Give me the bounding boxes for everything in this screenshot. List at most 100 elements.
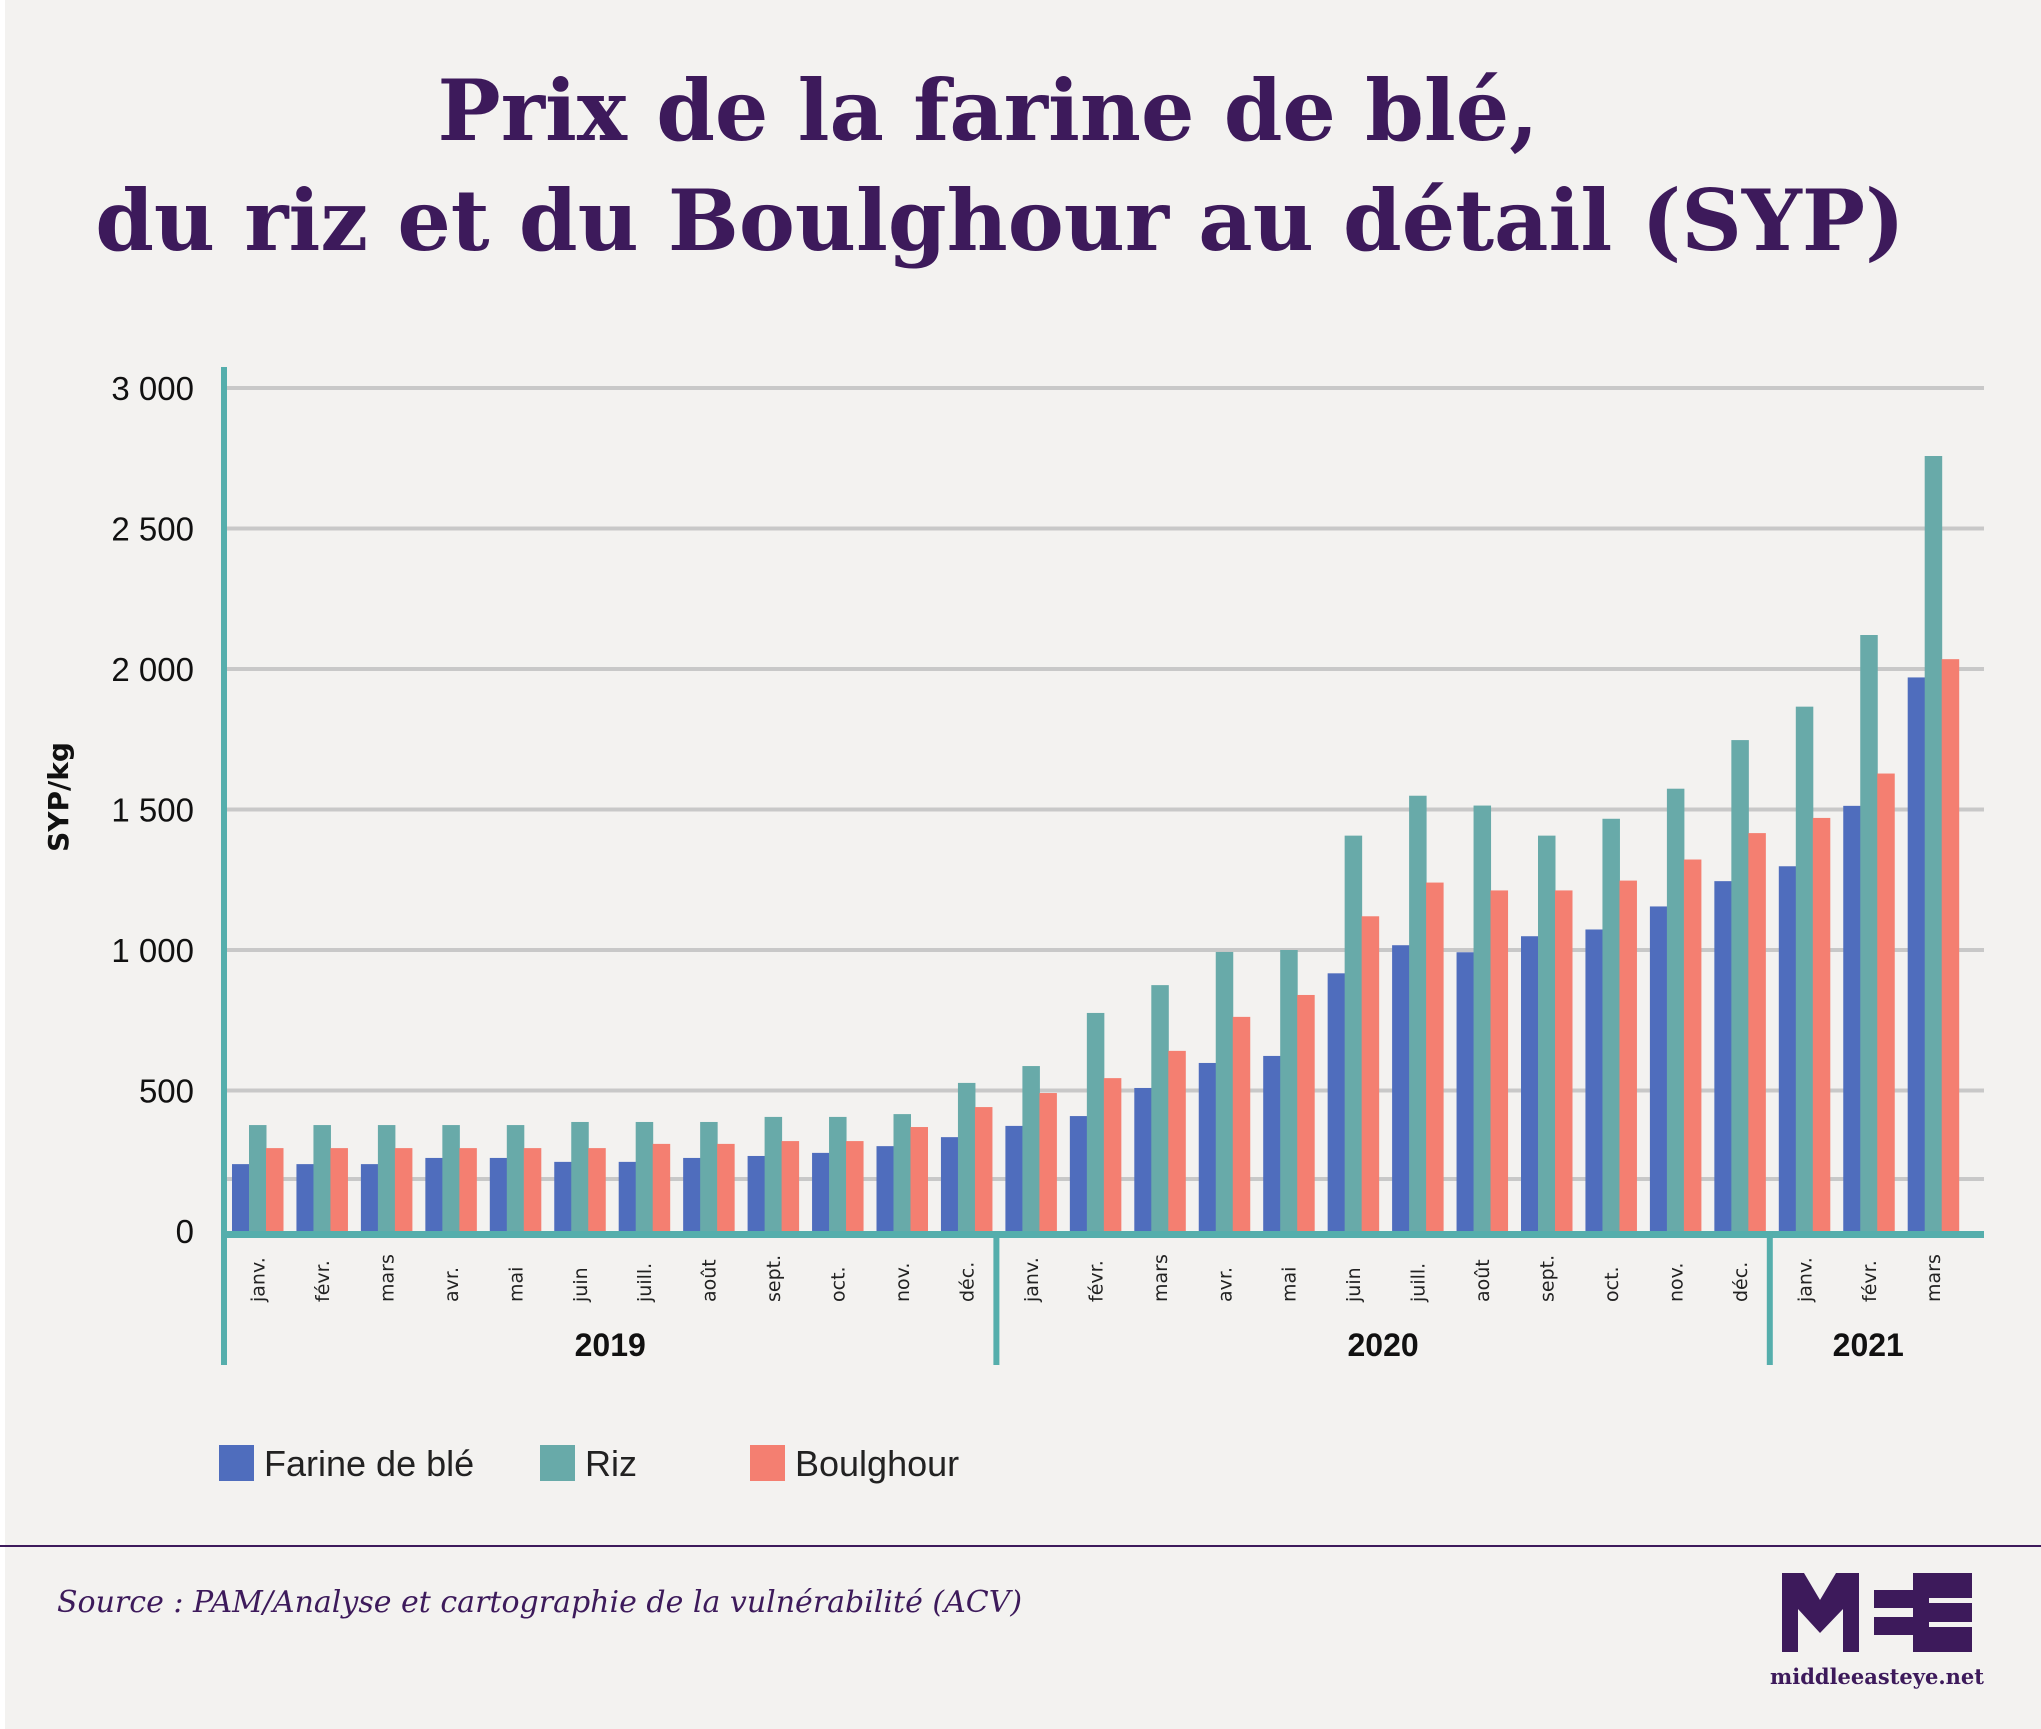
x-tick-label: juin: [570, 1267, 592, 1303]
x-tick-label: juin: [1343, 1267, 1365, 1303]
gridline: [227, 667, 1984, 671]
bar-riz: [1924, 456, 1943, 1231]
bar-riz: [1473, 805, 1492, 1231]
legend-label: Boulghour: [795, 1443, 959, 1484]
year-separator: [993, 1231, 1000, 1365]
bar-riz: [1409, 795, 1427, 1231]
bar-farine: [554, 1161, 572, 1231]
legend-swatch-boulghour: [750, 1445, 785, 1481]
bar-boulghour: [1941, 659, 1960, 1231]
year-label: 2021: [1833, 1327, 1904, 1363]
bar-farine: [1327, 973, 1346, 1231]
bar-riz: [1086, 1012, 1105, 1231]
bar-farine: [747, 1155, 766, 1231]
bar-riz: [1280, 950, 1298, 1231]
bar-farine: [1069, 1116, 1088, 1231]
bar-riz: [442, 1125, 460, 1231]
bar-group: [618, 1121, 671, 1231]
axes: [221, 367, 1984, 1365]
footer-divider: [0, 1545, 2041, 1547]
bar-boulghour: [459, 1148, 477, 1231]
bar-group: [683, 1121, 735, 1231]
x-tick-label: mars: [1150, 1254, 1172, 1302]
bar-riz: [957, 1082, 976, 1231]
bar-boulghour: [1103, 1078, 1122, 1231]
bar-group: [1392, 795, 1444, 1231]
x-tick-label: août: [1472, 1259, 1494, 1302]
y-tick-label: 1 500: [111, 792, 194, 829]
legend-item: Riz: [540, 1443, 637, 1484]
bar-riz: [1215, 951, 1234, 1231]
bar-group: [1456, 805, 1509, 1231]
y-axis-label: SYP/kg: [42, 742, 75, 852]
mee-logo[interactable]: middleeasteye.net: [1770, 1573, 1984, 1689]
bar-riz: [829, 1116, 847, 1231]
bar-boulghour: [1812, 817, 1831, 1231]
legend-label: Farine de blé: [264, 1443, 474, 1484]
bar-boulghour: [588, 1148, 606, 1231]
bar-farine: [1585, 929, 1603, 1231]
bar-farine: [940, 1137, 959, 1231]
bar-riz: [1022, 1066, 1040, 1231]
x-tick-label: mai: [505, 1267, 527, 1302]
x-tick-label: sept.: [1537, 1255, 1559, 1302]
bar-group: [812, 1116, 864, 1231]
y-tick-label: 2 500: [111, 511, 194, 548]
bar-boulghour: [974, 1107, 993, 1231]
logo-e-glyph: [1874, 1573, 1972, 1652]
bar-riz: [893, 1114, 911, 1231]
bar-group: [1521, 835, 1573, 1231]
bar-group: [1005, 1066, 1057, 1231]
bar-group: [747, 1116, 800, 1231]
bar-boulghour: [1426, 882, 1444, 1231]
x-tick-label: janv.: [1021, 1257, 1043, 1303]
bar-riz: [1344, 835, 1363, 1231]
legend-label: Riz: [585, 1443, 637, 1484]
bar-group: [1907, 456, 1960, 1231]
bar-boulghour: [266, 1148, 284, 1231]
year-label: 2019: [575, 1327, 646, 1363]
bar-farine: [1714, 881, 1732, 1231]
bar-farine: [1649, 906, 1668, 1231]
bar-boulghour: [330, 1148, 348, 1231]
y-tick-labels: 0 500 1 000 1 500 2 000 2 500 3 000: [111, 370, 194, 1250]
bar-group: [296, 1125, 348, 1231]
x-tick-label: avr.: [1214, 1267, 1236, 1302]
bars: [232, 456, 1960, 1231]
bar-farine: [876, 1146, 894, 1231]
bar-farine: [1134, 1087, 1152, 1231]
bar-group: [1134, 985, 1186, 1231]
bar-group: [554, 1121, 606, 1231]
bar-boulghour: [1490, 890, 1509, 1231]
gridline: [227, 807, 1984, 812]
x-tick-label: déc.: [956, 1262, 978, 1302]
bar-boulghour: [717, 1143, 735, 1231]
legend: Farine de blé Riz Boulghour: [219, 1443, 959, 1484]
chart-title-line-1: Prix de la farine de blé,: [438, 61, 1539, 160]
bar-farine: [296, 1164, 314, 1231]
bar-farine: [1198, 1062, 1217, 1231]
bar-group: [360, 1125, 413, 1231]
bar-farine: [683, 1157, 701, 1231]
bar-group: [425, 1125, 477, 1231]
bar-farine: [425, 1157, 443, 1231]
bar-boulghour: [1168, 1050, 1186, 1231]
y-tick-label: 2 000: [111, 651, 194, 688]
year-separator: [1766, 1231, 1773, 1365]
bar-farine: [1843, 805, 1861, 1231]
x-tick-label: févr.: [1859, 1260, 1881, 1302]
bar-riz: [1731, 740, 1749, 1231]
bar-riz: [1538, 835, 1556, 1231]
bar-group: [1843, 634, 1895, 1231]
bar-group: [1585, 818, 1637, 1231]
bar-boulghour: [1555, 890, 1573, 1231]
bar-riz: [700, 1121, 718, 1231]
bar-farine: [1907, 677, 1926, 1231]
gridline: [227, 526, 1984, 531]
bar-farine: [489, 1157, 508, 1231]
bar-boulghour: [652, 1143, 671, 1231]
mee-logo-mark: [1782, 1573, 1972, 1652]
bar-farine: [232, 1164, 250, 1231]
legend-item: Boulghour: [750, 1443, 959, 1484]
